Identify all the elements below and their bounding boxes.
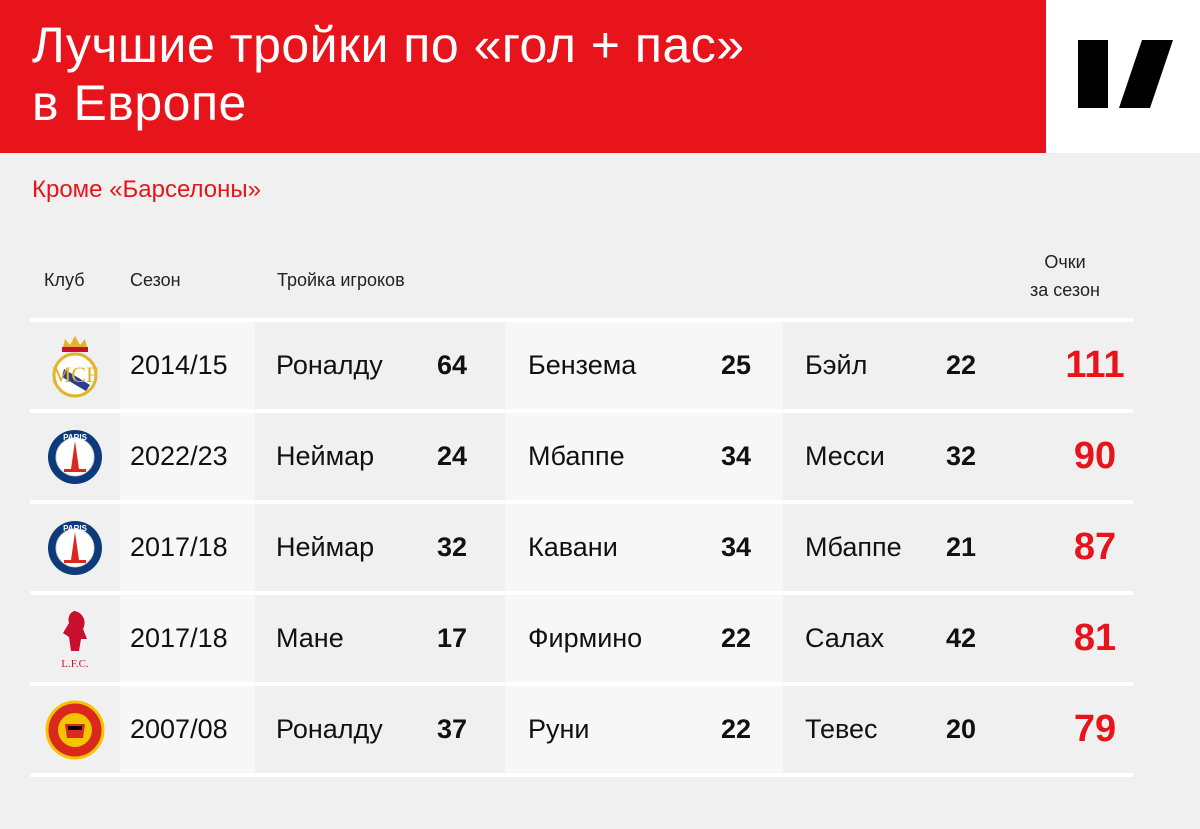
row-separator	[30, 500, 1133, 504]
points-value: 90	[1073, 435, 1117, 477]
player-2-cell: Мбаппе	[505, 413, 783, 500]
table-row: PARIS 2017/18 Неймар Кавани Мбаппе 32 34…	[30, 504, 1133, 591]
psg-crest-icon: PARIS	[30, 413, 120, 500]
player-1-cell: Неймар	[255, 504, 505, 591]
table-row: 2007/08 Роналду Руни Тевес 37 22 20 79	[30, 686, 1133, 773]
player-3-cell: Салах	[783, 595, 1133, 682]
psg-crest-icon: PARIS	[30, 504, 120, 591]
player-2-value: 22	[720, 714, 752, 744]
player-3-value: 22	[945, 350, 977, 380]
player-1-cell: Роналду	[255, 322, 505, 409]
title-line-1: Лучшие тройки по «гол + пас»	[32, 17, 745, 73]
player-2-value: 22	[720, 623, 752, 653]
points-header-line-1: Очки	[1044, 252, 1086, 272]
points-value: 111	[1065, 344, 1125, 386]
svg-text:MCF: MCF	[52, 362, 98, 387]
title-line-2: в Европе	[32, 75, 247, 131]
player-2-name: Мбаппе	[528, 441, 625, 471]
liverpool-crest-icon: L.F.C.	[30, 595, 120, 682]
player-3-name: Бэйл	[805, 350, 868, 380]
trio-table: MCF 2014/15 Роналду Бензема Бэйл 64 25 2…	[30, 318, 1133, 777]
player-1-value: 64	[436, 350, 468, 380]
player-1-cell: Мане	[255, 595, 505, 682]
player-1-name: Мане	[276, 623, 344, 653]
svg-text:PARIS: PARIS	[63, 524, 88, 533]
season-cell: 2022/23	[120, 413, 255, 500]
player-1-cell: Неймар	[255, 413, 505, 500]
season-cell: 2014/15	[120, 322, 255, 409]
player-3-value: 42	[945, 623, 977, 653]
player-2-cell: Бензема	[505, 322, 783, 409]
player-2-cell: Кавани	[505, 504, 783, 591]
player-2-name: Кавани	[528, 532, 618, 562]
player-3-cell: Месси	[783, 413, 1133, 500]
player-3-name: Салах	[805, 623, 885, 653]
manchester-united-crest-icon	[30, 686, 120, 773]
player-3-name: Мбаппе	[805, 532, 902, 562]
player-2-value: 25	[720, 350, 752, 380]
column-header-trio: Тройка игроков	[277, 270, 405, 290]
player-3-cell: Тевес	[783, 686, 1133, 773]
row-separator	[30, 318, 1133, 322]
points-value: 87	[1073, 526, 1117, 568]
player-2-value: 34	[720, 532, 752, 562]
header-banner: Лучшие тройки по «гол + пас» в Европе	[0, 0, 1046, 153]
subtitle: Кроме «Барселоны»	[32, 176, 262, 203]
player-2-name: Руни	[528, 714, 590, 744]
player-1-value: 24	[436, 441, 468, 471]
player-3-value: 32	[945, 441, 977, 471]
player-3-value: 21	[945, 532, 977, 562]
player-1-name: Роналду	[276, 350, 383, 380]
row-separator	[30, 591, 1133, 595]
player-1-cell: Роналду	[255, 686, 505, 773]
player-1-name: Неймар	[276, 441, 375, 471]
season-cell: 2007/08	[120, 686, 255, 773]
page-title: Лучшие тройки по «гол + пас» в Европе	[32, 16, 745, 132]
brand-slash-logo-icon	[1078, 40, 1173, 108]
table-row: L.F.C. 2017/18 Мане Фирмино Салах 17 22 …	[30, 595, 1133, 682]
season-cell: 2017/18	[120, 504, 255, 591]
column-header-season: Сезон	[130, 270, 181, 290]
player-1-value: 32	[436, 532, 468, 562]
points-value: 79	[1073, 708, 1117, 750]
real-madrid-crest-icon: MCF	[30, 322, 120, 409]
player-2-value: 34	[720, 441, 752, 471]
player-3-name: Тевес	[805, 714, 878, 744]
points-value: 81	[1073, 617, 1117, 659]
player-2-cell: Руни	[505, 686, 783, 773]
season-cell: 2017/18	[120, 595, 255, 682]
row-separator	[30, 682, 1133, 686]
player-3-name: Месси	[805, 441, 885, 471]
player-3-cell: Бэйл	[783, 322, 1133, 409]
player-2-cell: Фирмино	[505, 595, 783, 682]
player-1-value: 17	[436, 623, 468, 653]
points-header-line-2: за сезон	[1030, 280, 1100, 300]
player-3-cell: Мбаппе	[783, 504, 1133, 591]
player-1-name: Роналду	[276, 714, 383, 744]
svg-text:L.F.C.: L.F.C.	[61, 658, 89, 670]
player-1-value: 37	[436, 714, 468, 744]
column-header-club: Клуб	[44, 270, 85, 290]
table-row: PARIS 2022/23 Неймар Мбаппе Месси 24 34 …	[30, 413, 1133, 500]
player-3-value: 20	[945, 714, 977, 744]
svg-text:PARIS: PARIS	[63, 433, 88, 442]
column-header-points: Очки за сезон	[1010, 248, 1120, 304]
player-2-name: Бензема	[528, 350, 637, 380]
player-1-name: Неймар	[276, 532, 375, 562]
player-2-name: Фирмино	[528, 623, 643, 653]
row-separator	[30, 773, 1133, 777]
table-row: MCF 2014/15 Роналду Бензема Бэйл 64 25 2…	[30, 322, 1133, 409]
brand-logo	[1046, 0, 1200, 153]
row-separator	[30, 409, 1133, 413]
